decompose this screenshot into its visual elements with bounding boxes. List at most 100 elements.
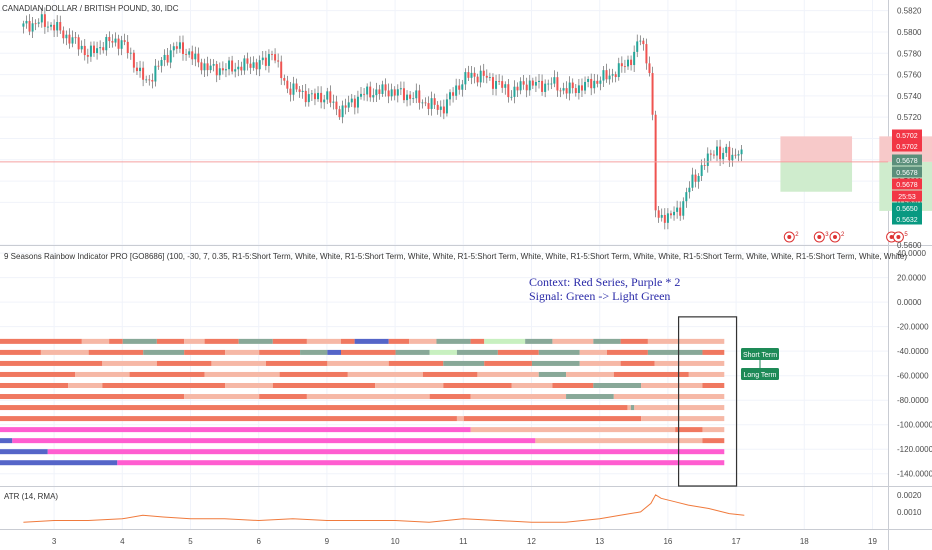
ribbon-segment xyxy=(259,394,307,400)
time-axis-labels[interactable]: 3 4 5 6 9 10 11 12 13 16 17 18 19 xyxy=(52,537,878,546)
candle-body xyxy=(697,175,700,182)
atr-title[interactable]: ATR (14, RMA) xyxy=(4,492,58,501)
ribbon-segment xyxy=(68,382,103,388)
ribbon-segment xyxy=(40,349,89,355)
time-tick-label[interactable]: 11 xyxy=(459,537,468,546)
candle-body xyxy=(307,94,310,103)
time-tick-label[interactable]: 3 xyxy=(52,537,57,546)
candle-body xyxy=(160,60,163,66)
candle-body xyxy=(145,79,148,81)
ribbon-segment xyxy=(88,349,144,355)
long-term-button[interactable]: Long Term xyxy=(741,368,779,380)
candle-body xyxy=(356,96,359,108)
ribbon-segment xyxy=(341,349,396,355)
candle-body xyxy=(243,58,246,71)
candle-body xyxy=(132,52,135,68)
time-tick-label[interactable]: 12 xyxy=(527,537,536,546)
price-tag-label: 0.5702 xyxy=(896,144,918,151)
indicator-tick-label[interactable]: -100.0000 xyxy=(897,421,932,430)
position-zones[interactable] xyxy=(780,136,932,211)
indicator-tick-label[interactable]: -80.0000 xyxy=(897,396,929,405)
candle-body xyxy=(191,51,194,60)
signal-dot-icon xyxy=(817,235,822,239)
long-term-label[interactable]: Long Term xyxy=(744,372,777,379)
indicator-tick-label[interactable]: -120.0000 xyxy=(897,445,932,454)
symbol-title[interactable]: CANADIAN DOLLAR / BRITISH POUND, 30, IDC xyxy=(2,4,179,13)
candle-body xyxy=(197,53,200,63)
ribbon-segment xyxy=(535,438,703,444)
indicator-tick-label[interactable]: 20.0000 xyxy=(897,274,926,283)
stop-zone[interactable] xyxy=(780,161,853,192)
indicator-title[interactable]: 9 Seasons Rainbow Indicator PRO [GO8686]… xyxy=(4,252,907,261)
ribbon-segment xyxy=(109,338,123,344)
candle-body xyxy=(129,52,132,54)
candle-body xyxy=(390,89,393,97)
signal-badges[interactable]: 232251611462 xyxy=(783,231,932,243)
time-tick-label[interactable]: 5 xyxy=(188,537,193,546)
candle-body xyxy=(547,83,550,85)
indicator-axis-labels[interactable]: 40.0000 20.0000 0.0000 -20.0000 -40.0000 -60.… xyxy=(897,249,932,479)
candle-body xyxy=(200,62,203,71)
ribbon-segment xyxy=(211,360,266,366)
candle-body xyxy=(326,91,329,100)
highlight-box[interactable] xyxy=(677,316,738,487)
time-tick-label[interactable]: 10 xyxy=(391,537,400,546)
indicator-tick-label[interactable]: 40.0000 xyxy=(897,249,926,258)
price-tag-bg xyxy=(892,202,922,214)
atr-tick-label[interactable]: 0.0020 xyxy=(897,491,922,500)
indicator-tick-label[interactable]: 0.0000 xyxy=(897,298,922,307)
candle-body xyxy=(396,89,399,96)
candle-body xyxy=(531,80,534,86)
candle-body xyxy=(676,207,679,212)
target-zone[interactable] xyxy=(780,136,853,162)
candle-body xyxy=(427,103,430,109)
indicator-tick-label[interactable]: -40.0000 xyxy=(897,347,929,356)
candle-body xyxy=(83,45,86,56)
time-tick-label[interactable]: 17 xyxy=(732,537,741,546)
indicator-tick-label[interactable]: -20.0000 xyxy=(897,323,929,332)
time-tick-label[interactable]: 9 xyxy=(325,537,330,546)
candle-body xyxy=(360,93,362,97)
candle-body xyxy=(562,88,565,91)
ribbon-segment xyxy=(388,338,410,344)
short-term-button[interactable]: Short Term xyxy=(741,348,779,360)
time-tick-label[interactable]: 19 xyxy=(868,537,877,546)
atr-tick-label[interactable]: 0.0010 xyxy=(897,508,922,517)
time-tick-label[interactable]: 16 xyxy=(663,537,672,546)
short-term-label[interactable]: Short Term xyxy=(743,352,777,359)
price-tick-label[interactable]: 0.5820 xyxy=(897,7,922,16)
candle-body xyxy=(289,88,292,95)
candle-body xyxy=(565,88,568,94)
candle-body xyxy=(28,20,31,32)
price-tick-label[interactable]: 0.5740 xyxy=(897,92,922,101)
ribbon-segment xyxy=(0,438,13,444)
long-term-button-bg[interactable] xyxy=(741,368,779,380)
candle-body xyxy=(31,23,34,32)
candle-body xyxy=(194,53,197,60)
candle-body xyxy=(605,70,608,80)
candle-body xyxy=(685,192,688,202)
time-tick-label[interactable]: 6 xyxy=(256,537,261,546)
time-tick-label[interactable]: 18 xyxy=(800,537,809,546)
ribbon-segment xyxy=(688,371,725,377)
indicator-tick-label[interactable]: -140.0000 xyxy=(897,470,932,479)
candle-body xyxy=(43,14,46,27)
ribbon-segment xyxy=(470,394,567,400)
price-tick-label[interactable]: 0.5760 xyxy=(897,71,922,80)
candle-body xyxy=(669,213,672,216)
time-tick-label[interactable]: 13 xyxy=(595,537,604,546)
price-tick-label[interactable]: 0.5800 xyxy=(897,28,922,37)
candle-body xyxy=(651,73,654,115)
candle-body xyxy=(148,79,151,81)
short-term-button-bg[interactable] xyxy=(741,348,779,360)
time-tick-label[interactable]: 4 xyxy=(120,537,125,546)
indicator-tick-label[interactable]: -60.0000 xyxy=(897,372,929,381)
candle-body xyxy=(673,211,676,216)
ribbon-segment xyxy=(422,371,478,377)
atr-axis-labels[interactable]: 0.0020 0.0010 xyxy=(897,491,922,517)
price-tick-label[interactable]: 0.5600 xyxy=(897,241,922,250)
candle-body xyxy=(630,59,633,66)
price-tick-label[interactable]: 0.5720 xyxy=(897,113,922,122)
price-tick-label[interactable]: 0.5780 xyxy=(897,49,922,58)
candle-body xyxy=(185,53,188,55)
